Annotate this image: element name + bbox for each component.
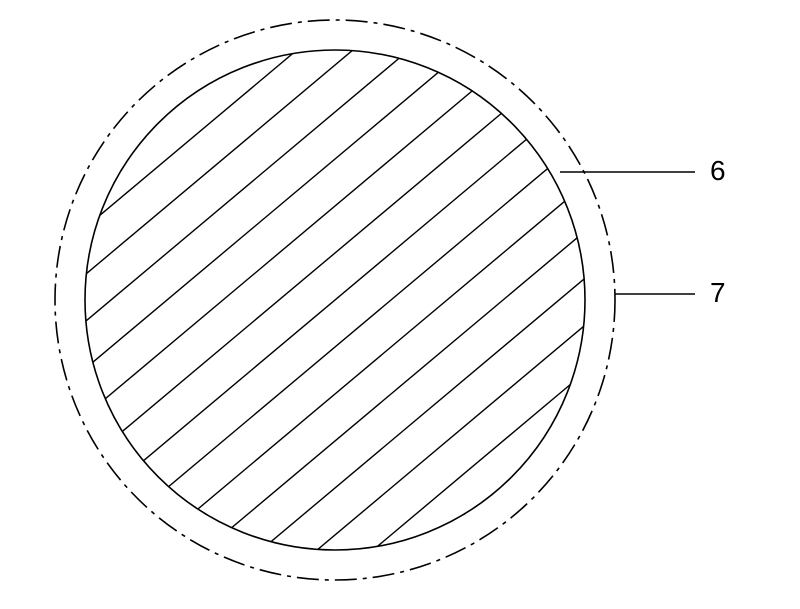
label-6: 6: [710, 155, 726, 186]
callout-6: 6: [560, 155, 726, 186]
hatched-core: [0, 0, 800, 609]
callout-7: 7: [615, 277, 726, 308]
cross-section-diagram: 6 7: [0, 0, 800, 609]
label-7: 7: [710, 277, 726, 308]
